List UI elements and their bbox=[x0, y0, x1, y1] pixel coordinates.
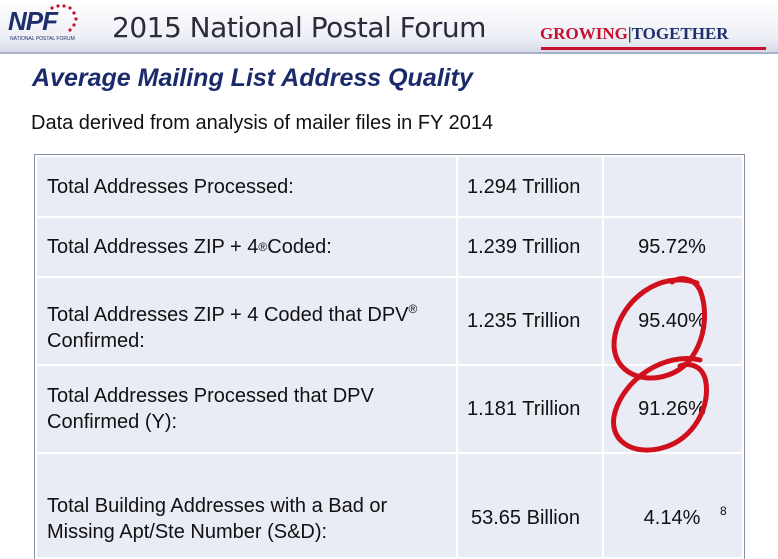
table-row: Total Addresses ZIP + 4 Coded that DPV® C… bbox=[37, 277, 742, 365]
red-circle-lower bbox=[611, 356, 709, 453]
row-label-text-end: Missing Apt/Ste Number (S&D): bbox=[47, 521, 328, 543]
row-label-text-end: Confirmed (Y): bbox=[47, 411, 178, 433]
row-label-text: Total Building Addresses with a Bad or bbox=[47, 495, 388, 517]
tagline-together: TOGETHER bbox=[631, 24, 729, 43]
registered-mark: ® bbox=[408, 302, 418, 316]
row-divider bbox=[37, 216, 742, 218]
npf-logo: NPF NATIONAL POSTAL FORUM bbox=[6, 4, 78, 48]
address-quality-table: Total Addresses Processed: 1.294 Trillio… bbox=[34, 154, 745, 559]
row-label: Total Addresses ZIP + 4 ® Coded: bbox=[47, 217, 457, 277]
row-divider bbox=[37, 364, 742, 366]
row-percent: 4.14% bbox=[643, 507, 701, 529]
npf-logo-text: NPF bbox=[8, 6, 58, 37]
page-number: 8 bbox=[720, 504, 727, 518]
row-divider bbox=[37, 276, 742, 278]
table-row: Total Building Addresses with a Bad or Mi… bbox=[37, 453, 742, 557]
row-label: Total Addresses Processed that DPV Confir… bbox=[47, 365, 457, 453]
column-divider bbox=[456, 157, 458, 557]
table-row: Total Addresses Processed: 1.294 Trillio… bbox=[37, 157, 742, 217]
row-value: 1.181 Trillion bbox=[467, 397, 581, 420]
row-label-text-end: Coded: bbox=[267, 236, 332, 258]
row-percent: 91.26% bbox=[638, 397, 706, 420]
row-label-text: Total Addresses Processed that DPV bbox=[47, 385, 374, 407]
tagline-growing: GROWING bbox=[540, 24, 628, 43]
row-percent: 95.40% bbox=[638, 309, 706, 332]
red-circle-upper bbox=[611, 276, 708, 381]
row-label-text: Total Addresses ZIP + 4 bbox=[47, 236, 259, 258]
row-value: 1.235 Trillion bbox=[467, 309, 581, 332]
row-label: Total Addresses ZIP + 4 Coded that DPV® C… bbox=[47, 277, 457, 365]
row-label: Total Building Addresses with a Bad or Mi… bbox=[47, 453, 457, 557]
row-percent: 95.72% bbox=[638, 235, 706, 258]
table-row: Total Addresses ZIP + 4 ® Coded: 1.239 Tr… bbox=[37, 217, 742, 277]
row-value: 1.294 Trillion bbox=[467, 175, 581, 198]
npf-logo-letter-f: F bbox=[42, 6, 58, 36]
tagline-separator: | bbox=[627, 24, 632, 43]
row-label-text: Total Addresses ZIP + 4 Coded that DPV bbox=[47, 304, 409, 326]
slide-title: Average Mailing List Address Quality bbox=[32, 64, 473, 92]
column-divider bbox=[602, 157, 604, 557]
slide-subtitle: Data derived from analysis of mailer fil… bbox=[31, 112, 494, 134]
row-divider bbox=[37, 452, 742, 454]
forum-title: 2015 National Postal Forum bbox=[112, 11, 486, 44]
row-value: 1.239 Trillion bbox=[467, 235, 581, 258]
npf-logo-letters: NP bbox=[8, 6, 43, 36]
growing-together-tagline: GROWING|TOGETHER bbox=[540, 24, 729, 44]
table-row: Total Addresses Processed that DPV Confir… bbox=[37, 365, 742, 453]
row-label-text-end: Confirmed: bbox=[47, 330, 145, 352]
stars-icon bbox=[50, 4, 78, 32]
forum-header-banner: NPF NATIONAL POSTAL FORUM 2015 National … bbox=[0, 0, 778, 54]
hand-drawn-circles-annotation bbox=[611, 276, 709, 453]
tagline-underline bbox=[541, 47, 766, 50]
registered-mark: ® bbox=[258, 240, 268, 254]
row-value: 53.65 Billion bbox=[471, 507, 580, 529]
npf-logo-subtext: NATIONAL POSTAL FORUM bbox=[10, 36, 75, 42]
row-label: Total Addresses Processed: bbox=[47, 176, 294, 198]
